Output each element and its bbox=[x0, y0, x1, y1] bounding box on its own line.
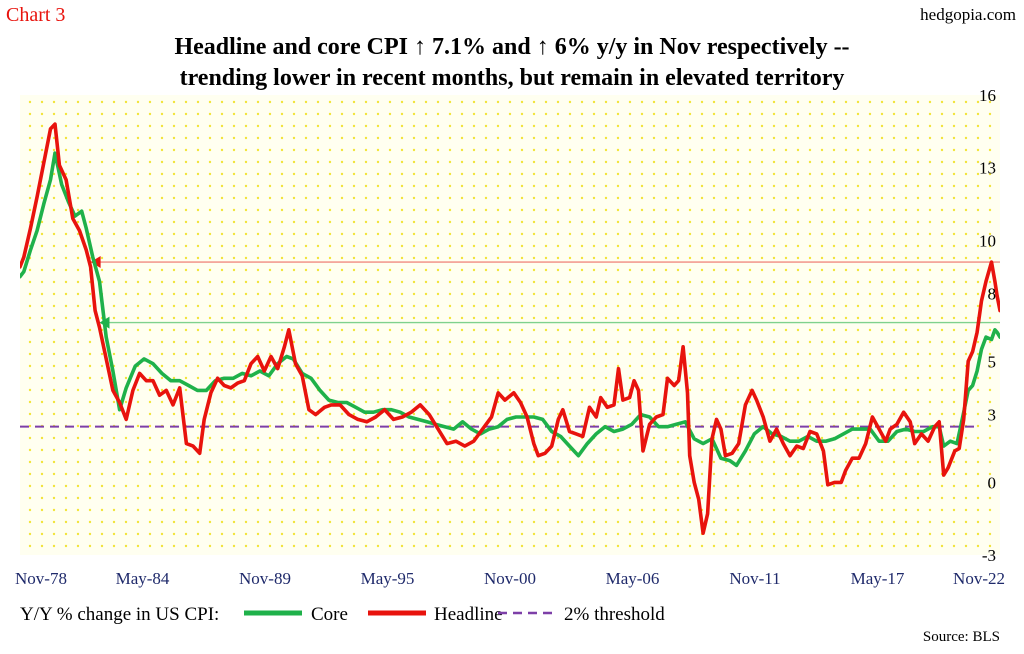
legend-threshold-label: 2% threshold bbox=[564, 604, 665, 625]
y-tick-label: 0 bbox=[988, 473, 997, 492]
y-tick-label: 10 bbox=[979, 231, 996, 250]
x-tick-label: May-17 bbox=[851, 569, 905, 588]
legend: Y/Y % change in US CPI: Core Headline 2%… bbox=[20, 604, 665, 625]
y-tick-label: 16 bbox=[979, 86, 996, 105]
y-tick-label: 8 bbox=[988, 285, 997, 304]
y-axis-ticks: 16 13 10 8 5 3 0 -3 bbox=[979, 86, 996, 565]
series-lines bbox=[20, 122, 1000, 535]
plot-dot-pattern bbox=[20, 95, 1000, 555]
x-tick-label: May-84 bbox=[116, 569, 170, 588]
x-axis-ticks: Nov-78 May-84 Nov-89 May-95 Nov-00 May-06 Nov-… bbox=[15, 569, 1005, 588]
y-tick-label: 13 bbox=[979, 159, 996, 178]
y-tick-label: -3 bbox=[982, 546, 996, 565]
y-tick-label: 3 bbox=[988, 406, 997, 425]
chart-title: Headline and core CPI ↑ 7.1% and ↑ 6% y/… bbox=[174, 34, 849, 60]
legend-headline-label: Headline bbox=[434, 604, 503, 625]
x-tick-label: May-06 bbox=[606, 569, 660, 588]
legend-core-label: Core bbox=[311, 604, 348, 625]
legend-prefix: Y/Y % change in US CPI: bbox=[20, 604, 219, 625]
x-tick-label: May-95 bbox=[361, 569, 415, 588]
x-tick-label: Nov-11 bbox=[729, 569, 780, 588]
x-tick-label: Nov-22 bbox=[953, 569, 1005, 588]
x-tick-label: Nov-89 bbox=[239, 569, 291, 588]
x-tick-label: Nov-00 bbox=[484, 569, 536, 588]
x-tick-label: Nov-78 bbox=[15, 569, 67, 588]
series-line-headline bbox=[20, 122, 1000, 535]
y-tick-label: 5 bbox=[988, 352, 997, 371]
chart-label: Chart 3 bbox=[6, 4, 65, 26]
site-name: hedgopia.com bbox=[920, 5, 1016, 24]
chart-subtitle: trending lower in recent months, but rem… bbox=[180, 65, 845, 91]
series-line-core bbox=[20, 151, 1000, 468]
source-note: Source: BLS bbox=[923, 629, 1000, 645]
